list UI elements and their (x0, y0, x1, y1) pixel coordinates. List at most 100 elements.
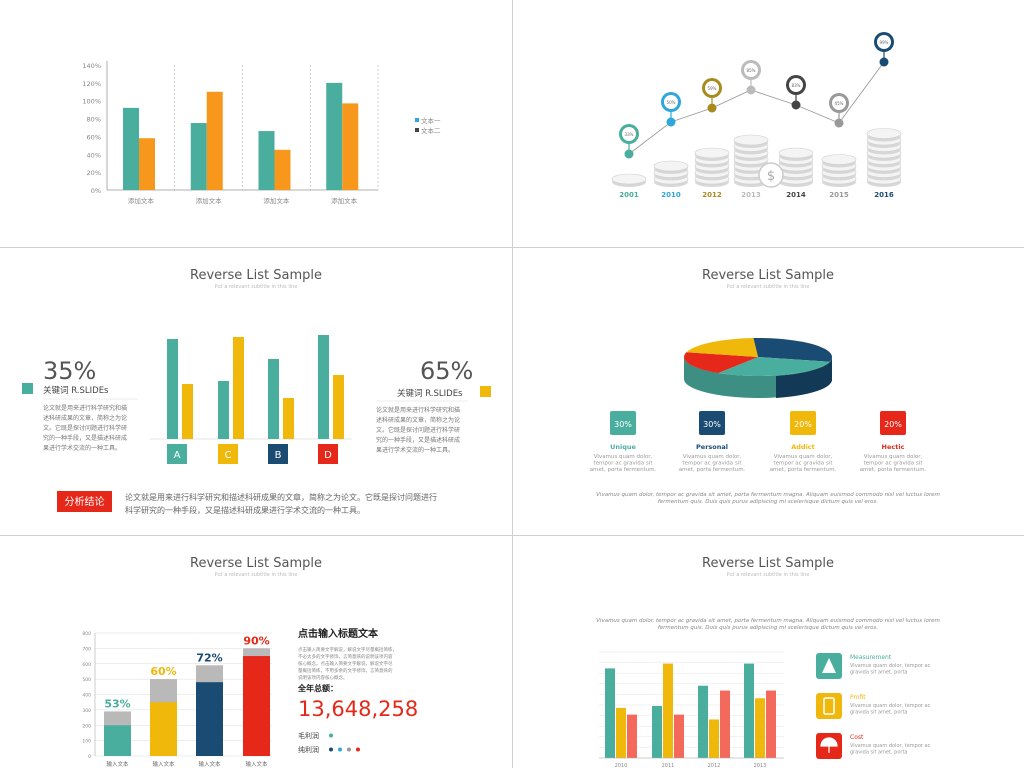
map-pins: 33% 50% 59% 85% 83% 45% 99% (619, 32, 894, 159)
intro-line-1: Vivamus quam dolor, tempor ac gravida si… (596, 618, 940, 624)
slide-6-svg: Reverse List Sample Put a relevant subti… (596, 556, 940, 768)
category-label: B (275, 450, 282, 461)
slide-4-pie[interactable]: Reverse List Sample Put a relevant subti… (513, 248, 1024, 535)
slide-title: Reverse List Sample (702, 556, 834, 571)
bar (333, 375, 344, 439)
y-tick-label: 800 (82, 631, 91, 637)
pin-value: 85% (747, 68, 756, 73)
left-paragraph-line: 论文就是用来进行科学研究和描 (43, 404, 127, 412)
pin-inner (789, 78, 803, 92)
bar (605, 668, 615, 758)
pin-value: 33% (625, 132, 634, 137)
feature-text: Vivamus quam dolor, tempor ac (850, 743, 931, 749)
coin-top (733, 134, 769, 146)
bar (663, 663, 673, 758)
legend-dot (347, 747, 351, 752)
description-line: 核心概念。点击输入简要文字解说，解说文字尽 (298, 660, 393, 667)
slide-subtitle: Put a relevant subtitle in this line (215, 572, 298, 578)
left-paragraph: 论文就是用来进行科学研究和描述科研成果的文章，简称之为论文。它既是探讨问题进行科… (43, 404, 127, 452)
pin-dot (834, 118, 844, 128)
coin-top (866, 128, 902, 139)
year-label: 2014 (786, 191, 806, 199)
slide-5-stacked-bars[interactable]: Reverse List Sample Put a relevant subti… (0, 536, 512, 768)
slide-3-keywords[interactable]: Reverse List Sample Put a relevant subti… (0, 248, 512, 535)
item-text: tempor ac gravida sit (594, 461, 654, 467)
dollar-icon: $ (758, 162, 784, 188)
bar (744, 663, 754, 758)
pin-value: 99% (880, 40, 889, 45)
bar (268, 359, 279, 439)
slide-2-chart-svg: 33%50%59%85%83%45%99% 2001 2010 2012 2013 20… (611, 32, 902, 199)
legend-label-2: 文本二 (421, 126, 441, 135)
footer-line-1: Vivamus quam dolor, tempor ac gravida si… (596, 492, 940, 498)
umbrella-icon (820, 737, 838, 753)
bar (652, 705, 662, 758)
slide-subtitle: Put a relevant subtitle in this line (215, 284, 298, 290)
conclusion-line-2: 科学研究的一种手段，又是描述科研成果进行学术交流的一种工具。 (125, 505, 365, 515)
x-tick-label: 输入文本 (245, 760, 268, 768)
feature-text: Vivamus quam dolor, tempor ac (850, 663, 931, 669)
bar (616, 707, 626, 758)
item-percent: 30% (614, 420, 632, 429)
slide-1-bar-chart[interactable]: 0% 20% 40% 60% 80% 100% 120% 140% 添加文本 添加文本 添加文本 添加… (0, 0, 512, 247)
slide-4-svg: Reverse List Sample Put a relevant subti… (590, 268, 940, 505)
item-badge (699, 411, 725, 435)
pin-inner (744, 63, 758, 77)
total-label: 全年总额： (297, 683, 338, 693)
slide-subtitle: Put a relevant subtitle in this line (727, 572, 810, 578)
bar (123, 107, 139, 190)
coin-top (694, 147, 730, 159)
legend-swatch-1 (415, 118, 419, 122)
bar (283, 398, 294, 439)
coin-stacks (611, 128, 902, 187)
feature-name: Profit (850, 694, 866, 701)
pie-slice (686, 338, 758, 357)
description-line: 点击输入简要文字解说，解说文字尽量概括简练， (298, 646, 397, 653)
description-line: 量概括简练，不用多余的文字修饰，言简意赅的 (298, 667, 393, 674)
feature-text: gravida sit amet, porta (850, 750, 907, 756)
right-paragraph-line: 究的一种手段，又是描述科研成 (376, 436, 460, 444)
item-text: Vivamus quam dolor, (864, 454, 923, 460)
item-text: tempor ac gravida sit (683, 461, 743, 467)
bar (190, 123, 207, 190)
y-tick-label: 40% (87, 151, 101, 159)
stacked-bar-chart: 0 100 200 300 400 500 600 700 800 53% 输入文本 60% 输入文本 7… (82, 631, 272, 768)
item-text: Vivamus quam dolor, (683, 454, 742, 460)
y-tick-label: 700 (82, 646, 91, 652)
pin-dot (666, 117, 676, 127)
legend-label: 纯利润 (298, 745, 319, 754)
y-tick-label: 100% (82, 98, 101, 106)
legend-dot (329, 733, 333, 738)
item-percent: 20% (884, 420, 902, 429)
footer-line-2: fermentum quis. Duis quis purus adipisci… (658, 499, 879, 505)
legend-dot (338, 747, 342, 752)
x-tick-label: 输入文本 (106, 760, 129, 768)
right-marker (480, 386, 491, 397)
coin-top (611, 173, 647, 185)
bar (206, 91, 223, 190)
legend-label: 毛利润 (298, 731, 319, 740)
pin-dot (624, 149, 634, 159)
slide-2-coin-chart[interactable]: 33% 50% 59% 85% 83% 45% 99% 2001 2010 2012 2013 20… (513, 0, 1024, 247)
item-name: Unique (610, 443, 636, 451)
bar (674, 714, 684, 758)
vertical-divider (512, 0, 513, 768)
coin-top (821, 154, 857, 165)
slide-6-grouped-bars[interactable]: Reverse List Sample Put a relevant subti… (513, 536, 1024, 768)
legend-swatch-2 (415, 128, 419, 132)
left-paragraph-line: 文。它既是探讨问题进行科学研 (43, 424, 127, 432)
x-tick-label: 添加文本 (128, 196, 155, 205)
slide-title: Reverse List Sample (190, 556, 322, 571)
x-tick-label: 输入文本 (152, 760, 175, 768)
pin-value: 83% (792, 83, 801, 88)
bar (167, 339, 178, 439)
bar-value (196, 682, 223, 756)
pie-slice (718, 357, 830, 376)
right-keyword: 关键词 R.SLIDEs (397, 388, 463, 399)
pin-inner (622, 127, 636, 141)
pin-dot (879, 57, 889, 67)
x-tick-label: 2011 (662, 763, 675, 768)
item-text: Vivamus quam dolor, (774, 454, 833, 460)
total-value: 13,648,258 (298, 697, 418, 721)
